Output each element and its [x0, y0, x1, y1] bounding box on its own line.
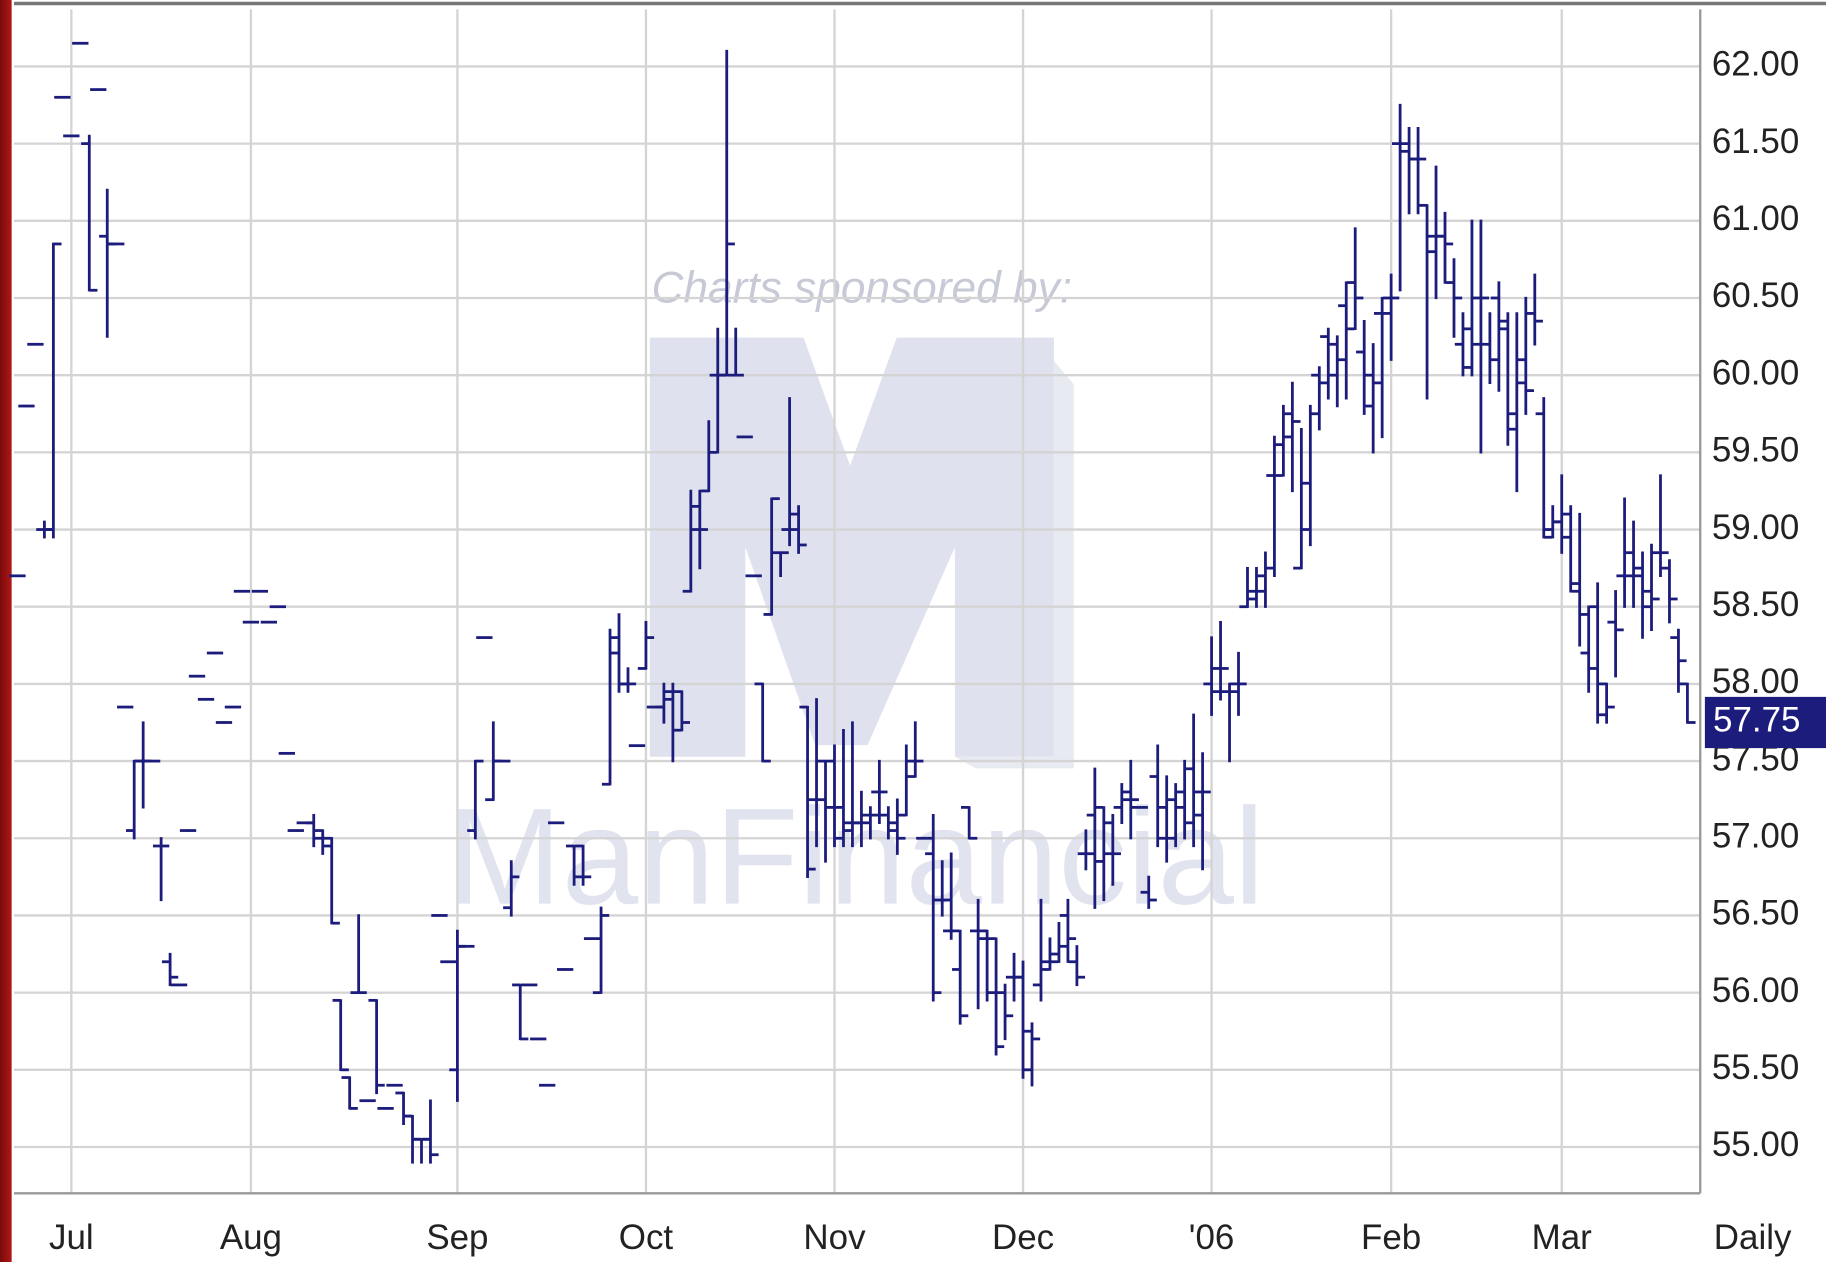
x-tick-label: Dec	[992, 1218, 1054, 1257]
logo-mark	[649, 337, 1054, 757]
last-price-box	[1704, 696, 1826, 749]
side-bar	[0, 0, 12, 1262]
y-tick-label: 60.50	[1712, 276, 1799, 315]
y-tick-label: 55.50	[1712, 1048, 1799, 1087]
last-price-label: 57.75	[1713, 701, 1800, 740]
x-tick-label: Feb	[1361, 1218, 1421, 1257]
y-tick-label: 56.50	[1712, 894, 1799, 933]
y-tick-label: 62.00	[1712, 45, 1799, 84]
y-tick-label: 61.50	[1712, 122, 1799, 161]
labels: 55.0055.5056.0056.5057.0057.5058.0058.50…	[49, 45, 1826, 1257]
watermark: Charts sponsored by: ManFinancial	[447, 264, 1264, 934]
y-tick-label: 61.00	[1712, 199, 1799, 238]
y-tick-label: 59.50	[1712, 431, 1799, 470]
y-tick-label: 58.00	[1712, 662, 1799, 701]
y-tick-label: 59.00	[1712, 508, 1799, 547]
bars	[9, 41, 1696, 1164]
y-tick-label: 58.50	[1712, 585, 1799, 624]
x-tick-label: Jul	[49, 1218, 94, 1257]
x-tick-label: '06	[1189, 1218, 1235, 1257]
frequency-label: Daily	[1714, 1218, 1792, 1257]
logo-shadow	[954, 360, 1074, 769]
x-tick-label: Oct	[619, 1218, 674, 1257]
y-tick-label: 57.00	[1712, 817, 1799, 856]
x-tick-label: Sep	[426, 1218, 488, 1257]
x-tick-label: Nov	[803, 1218, 866, 1257]
y-tick-label: 56.00	[1712, 971, 1799, 1010]
x-tick-label: Mar	[1532, 1218, 1593, 1257]
x-tick-label: Aug	[220, 1218, 282, 1257]
y-tick-label: 60.00	[1712, 353, 1799, 392]
sponsor-text: Charts sponsored by:	[652, 264, 1073, 313]
y-tick-label: 55.00	[1712, 1125, 1799, 1164]
brand-text: ManFinancial	[447, 781, 1264, 934]
